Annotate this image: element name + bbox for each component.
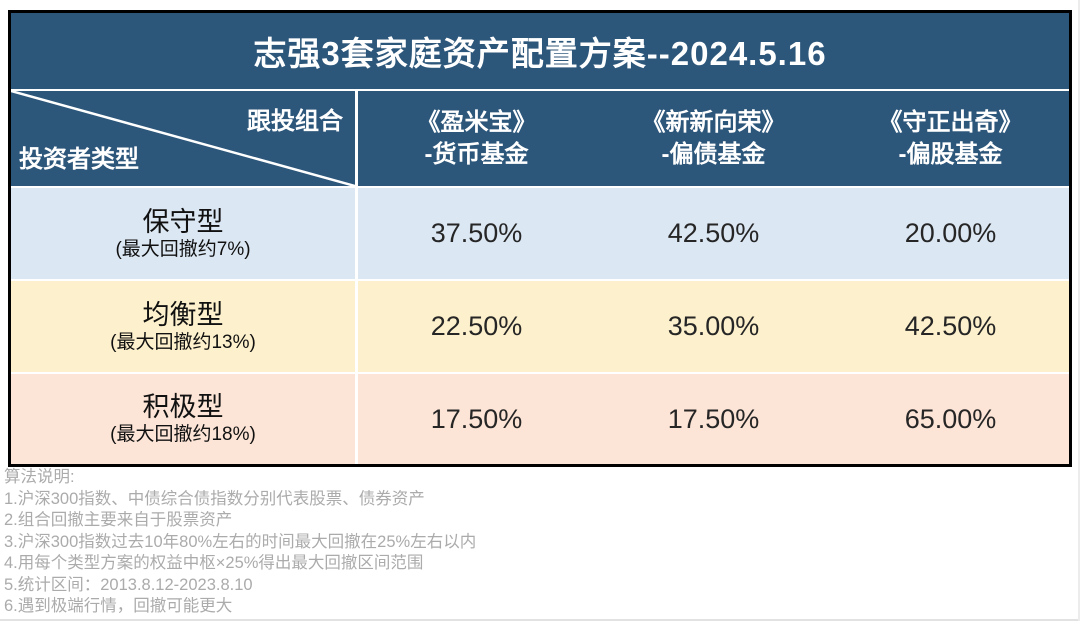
table-row-aggressive: 积极型 (最大回撤约18%) 17.50% 17.50% 65.00% [11,372,1069,464]
column-name: 《盈米宝》 [416,108,537,136]
allocation-value: 65.00% [904,403,997,434]
allocation-value: 20.00% [904,218,997,248]
investor-type: 均衡型 [142,299,224,330]
max-drawdown-note: (最大回撤约18%) [110,424,256,445]
note-line-6: 6.遇到极端行情，回撤可能更大 [4,597,233,615]
allocation-value: 42.50% [904,311,997,341]
table-row-balanced: 均衡型 (最大回撤约13%) 22.50% 35.00% 42.50% [11,279,1069,372]
column-name: 《守正出奇》 [878,108,1023,136]
allocation-value: 22.50% [430,311,523,341]
column-subtitle: -货币基金 [424,140,529,168]
allocation-value: 37.50% [430,218,523,248]
column-header-shouzhengchuqi: 《守正出奇》 -偏股基金 [832,91,1069,186]
table-title: 志强3套家庭资产配置方案--2024.5.16 [11,13,1069,89]
table-row-conservative: 保守型 (最大回撤约7%) 37.50% 42.50% 20.00% [11,186,1069,279]
corner-label-investor-type: 投资者类型 [19,146,139,173]
allocation-value: 42.50% [667,218,760,248]
note-line-3: 3.沪深300指数过去10年80%左右的时间最大回撤在25%左右以内 [4,532,477,551]
column-subtitle: -偏股基金 [898,140,1003,168]
row-label-cell: 保守型 (最大回撤约7%) [11,188,358,279]
diagonal-divider-line [11,91,355,186]
notes-section: 算法说明: 1.沪深300指数、中债综合债指数分别代表股票、债券资产 2.组合回… [4,467,1004,618]
asset-allocation-table: 志强3套家庭资产配置方案--2024.5.16 跟投组合 投资者类型 《盈米宝》… [8,10,1072,467]
column-header-xinxinxiangrong: 《新新向荣》 -偏债基金 [595,91,832,186]
notes-heading: 算法说明: [4,468,75,486]
allocation-value: 35.00% [667,311,760,341]
note-line-4: 4.用每个类型方案的权益中枢×25%得出最大回撤区间范围 [4,554,424,572]
column-name: 《新新向荣》 [641,108,786,136]
note-line-5: 5.统计区间：2013.8.12-2023.8.10 [4,575,253,594]
investor-type: 积极型 [142,392,224,422]
max-drawdown-note: (最大回撤约13%) [110,331,256,353]
column-header-yingmibao: 《盈米宝》 -货币基金 [358,91,595,186]
note-line-1: 1.沪深300指数、中债综合债指数分别代表股票、债券资产 [4,489,425,508]
page-right-edge [1078,0,1080,621]
row-label-cell: 均衡型 (最大回撤约13%) [11,281,358,372]
page-bottom-edge [0,619,1080,621]
row-label-cell: 积极型 (最大回撤约18%) [11,374,358,464]
investor-type: 保守型 [142,206,224,237]
corner-cell: 跟投组合 投资者类型 [11,91,358,186]
allocation-value: 17.50% [430,403,523,434]
max-drawdown-note: (最大回撤约7%) [115,238,251,260]
allocation-value: 17.50% [667,403,760,434]
column-subtitle: -偏债基金 [661,140,766,168]
note-line-2: 2.组合回撤主要来自于股票资产 [4,511,233,529]
table-header-row: 跟投组合 投资者类型 《盈米宝》 -货币基金 《新新向荣》 -偏债基金 《守正出… [11,89,1069,186]
corner-label-portfolio: 跟投组合 [247,108,343,135]
